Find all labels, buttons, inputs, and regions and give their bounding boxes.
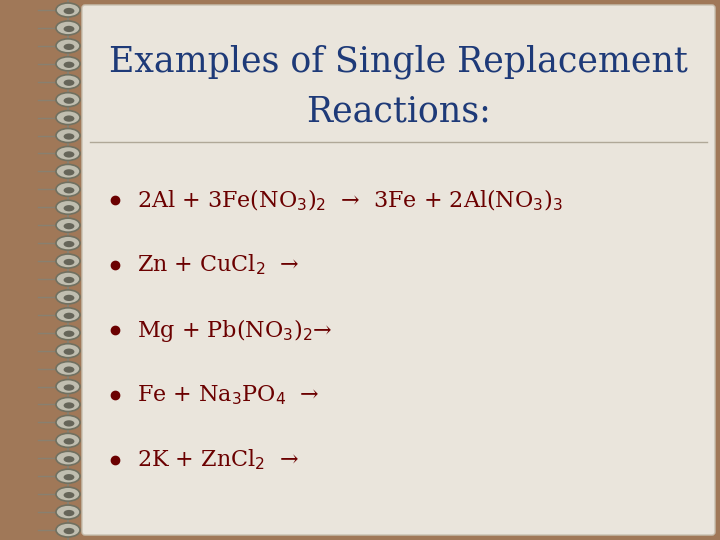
Ellipse shape	[56, 200, 80, 214]
Ellipse shape	[56, 326, 80, 340]
Text: Mg + Pb(NO$_3$)$_2$→: Mg + Pb(NO$_3$)$_2$→	[137, 316, 333, 343]
Ellipse shape	[63, 44, 74, 50]
Ellipse shape	[56, 469, 80, 483]
Ellipse shape	[63, 187, 74, 193]
Ellipse shape	[56, 308, 80, 322]
Ellipse shape	[56, 415, 80, 429]
Ellipse shape	[56, 146, 80, 160]
FancyBboxPatch shape	[82, 5, 715, 535]
Text: Fe + Na$_3$PO$_4$  →: Fe + Na$_3$PO$_4$ →	[137, 383, 320, 407]
Ellipse shape	[63, 402, 74, 409]
Text: 2K + ZnCl$_2$  →: 2K + ZnCl$_2$ →	[137, 448, 300, 472]
Ellipse shape	[63, 438, 74, 444]
Ellipse shape	[56, 290, 80, 304]
Text: Zn + CuCl$_2$  →: Zn + CuCl$_2$ →	[137, 253, 300, 278]
Ellipse shape	[56, 254, 80, 268]
Ellipse shape	[63, 510, 74, 516]
Ellipse shape	[63, 528, 74, 534]
Ellipse shape	[56, 21, 80, 35]
Ellipse shape	[63, 492, 74, 498]
Ellipse shape	[56, 272, 80, 286]
Ellipse shape	[56, 57, 80, 71]
Ellipse shape	[63, 241, 74, 247]
Ellipse shape	[56, 523, 80, 537]
Ellipse shape	[56, 164, 80, 178]
Ellipse shape	[63, 330, 74, 337]
Ellipse shape	[56, 236, 80, 250]
Ellipse shape	[63, 367, 74, 373]
Ellipse shape	[56, 380, 80, 394]
Ellipse shape	[63, 8, 74, 14]
Ellipse shape	[63, 62, 74, 68]
Ellipse shape	[56, 505, 80, 519]
Ellipse shape	[63, 277, 74, 283]
Ellipse shape	[63, 348, 74, 355]
Ellipse shape	[63, 169, 74, 176]
Ellipse shape	[56, 129, 80, 143]
Ellipse shape	[56, 397, 80, 411]
Ellipse shape	[63, 420, 74, 427]
Ellipse shape	[56, 183, 80, 197]
Ellipse shape	[63, 116, 74, 122]
Ellipse shape	[56, 39, 80, 53]
Ellipse shape	[63, 133, 74, 140]
Ellipse shape	[63, 474, 74, 481]
Ellipse shape	[56, 343, 80, 357]
Ellipse shape	[56, 3, 80, 17]
Ellipse shape	[63, 313, 74, 319]
Ellipse shape	[63, 456, 74, 462]
Ellipse shape	[63, 205, 74, 211]
Text: 2Al + 3Fe(NO$_3$)$_2$  →  3Fe + 2Al(NO$_3$)$_3$: 2Al + 3Fe(NO$_3$)$_2$ → 3Fe + 2Al(NO$_3$…	[137, 187, 563, 213]
Ellipse shape	[56, 433, 80, 447]
Ellipse shape	[63, 151, 74, 158]
Ellipse shape	[63, 98, 74, 104]
Text: Reactions:: Reactions:	[306, 95, 491, 129]
Text: Examples of Single Replacement: Examples of Single Replacement	[109, 45, 688, 79]
Ellipse shape	[56, 487, 80, 501]
Ellipse shape	[63, 223, 74, 230]
Ellipse shape	[63, 295, 74, 301]
Ellipse shape	[63, 79, 74, 86]
Ellipse shape	[56, 111, 80, 125]
Ellipse shape	[63, 26, 74, 32]
Ellipse shape	[56, 451, 80, 465]
Ellipse shape	[56, 218, 80, 232]
Ellipse shape	[63, 259, 74, 265]
Ellipse shape	[63, 384, 74, 391]
Ellipse shape	[56, 93, 80, 107]
Ellipse shape	[56, 362, 80, 376]
Ellipse shape	[56, 75, 80, 89]
